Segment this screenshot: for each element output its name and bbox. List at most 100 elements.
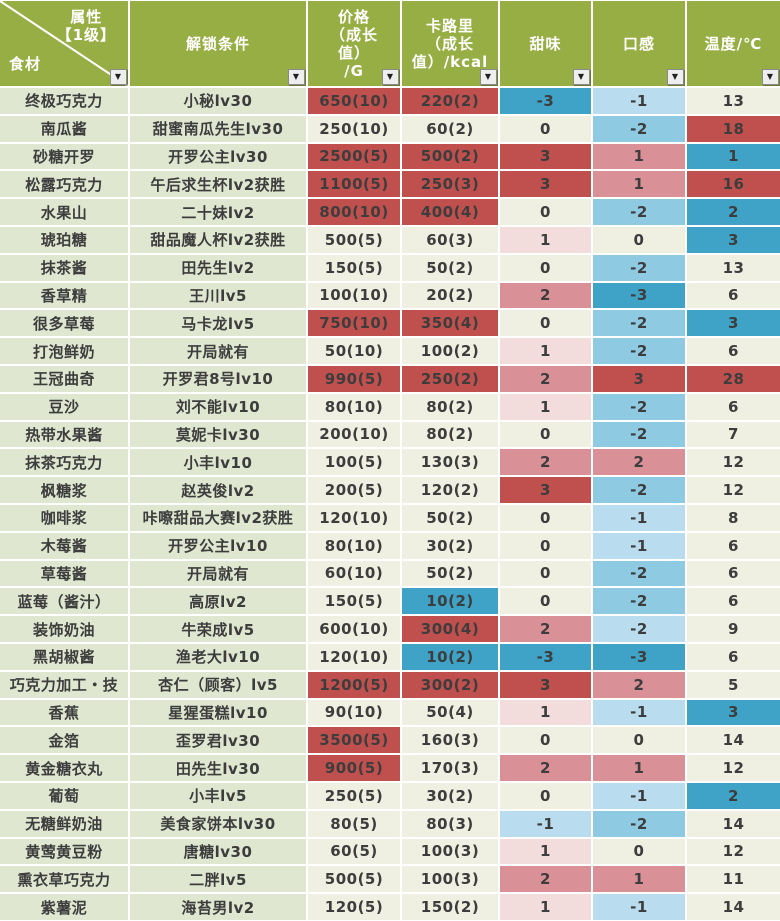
unlock-cell[interactable]: 开局就有 bbox=[130, 338, 306, 364]
calorie-cell[interactable]: 10(2) bbox=[402, 643, 498, 670]
price-cell[interactable]: 80(10) bbox=[308, 393, 400, 420]
sweetness-cell[interactable]: 1 bbox=[500, 226, 591, 253]
ingredient-cell[interactable]: 无糖鲜奶油 bbox=[0, 810, 128, 837]
price-cell[interactable]: 1100(5) bbox=[308, 171, 400, 198]
unlock-cell[interactable]: 开罗公主lv10 bbox=[130, 532, 306, 559]
price-cell[interactable]: 150(5) bbox=[308, 588, 400, 615]
calorie-cell[interactable]: 80(2) bbox=[402, 393, 498, 420]
calorie-cell[interactable]: 100(2) bbox=[402, 338, 498, 364]
calorie-cell[interactable]: 50(2) bbox=[402, 254, 498, 281]
calorie-cell[interactable]: 100(3) bbox=[402, 866, 498, 893]
price-cell[interactable]: 120(5) bbox=[308, 894, 400, 920]
sweetness-cell[interactable]: 3 bbox=[500, 671, 591, 698]
price-cell[interactable]: 800(10) bbox=[308, 199, 400, 225]
price-cell[interactable]: 200(10) bbox=[308, 421, 400, 448]
unlock-cell[interactable]: 二十妹lv2 bbox=[130, 199, 306, 225]
calorie-cell[interactable]: 30(2) bbox=[402, 782, 498, 809]
ingredient-cell[interactable]: 打泡鲜奶 bbox=[0, 338, 128, 364]
temperature-cell[interactable]: 6 bbox=[687, 338, 780, 364]
texture-cell[interactable]: 1 bbox=[593, 171, 685, 198]
header-sweetness[interactable]: 甜味 ▼ bbox=[500, 1, 591, 86]
price-cell[interactable]: 650(10) bbox=[308, 88, 400, 114]
texture-cell[interactable]: 3 bbox=[593, 365, 685, 392]
temperature-cell[interactable]: 6 bbox=[687, 643, 780, 670]
header-texture[interactable]: 口感 ▼ bbox=[593, 1, 685, 86]
price-cell[interactable]: 60(10) bbox=[308, 560, 400, 587]
texture-cell[interactable]: -2 bbox=[593, 310, 685, 337]
temperature-cell[interactable]: 14 bbox=[687, 894, 780, 920]
temperature-cell[interactable]: 9 bbox=[687, 616, 780, 642]
texture-cell[interactable]: -2 bbox=[593, 421, 685, 448]
ingredient-cell[interactable]: 终极巧克力 bbox=[0, 88, 128, 114]
temperature-cell[interactable]: 14 bbox=[687, 727, 780, 754]
temperature-cell[interactable]: 12 bbox=[687, 838, 780, 865]
unlock-cell[interactable]: 甜品魔人杯lv2获胜 bbox=[130, 226, 306, 253]
temperature-cell[interactable]: 2 bbox=[687, 199, 780, 225]
texture-cell[interactable]: -2 bbox=[593, 588, 685, 615]
price-cell[interactable]: 200(5) bbox=[308, 477, 400, 503]
unlock-cell[interactable]: 咔嚓甜品大赛lv2获胜 bbox=[130, 504, 306, 531]
ingredient-cell[interactable]: 南瓜酱 bbox=[0, 115, 128, 142]
sweetness-cell[interactable]: 3 bbox=[500, 171, 591, 198]
texture-cell[interactable]: -2 bbox=[593, 616, 685, 642]
temperature-cell[interactable]: 5 bbox=[687, 671, 780, 698]
calorie-cell[interactable]: 500(2) bbox=[402, 143, 498, 170]
sweetness-cell[interactable]: -1 bbox=[500, 810, 591, 837]
price-cell[interactable]: 500(5) bbox=[308, 866, 400, 893]
temperature-cell[interactable]: 14 bbox=[687, 810, 780, 837]
calorie-cell[interactable]: 50(4) bbox=[402, 699, 498, 726]
unlock-cell[interactable]: 午后求生杯lv2获胜 bbox=[130, 171, 306, 198]
sweetness-cell[interactable]: 1 bbox=[500, 838, 591, 865]
calorie-cell[interactable]: 150(2) bbox=[402, 894, 498, 920]
sweetness-cell[interactable]: 3 bbox=[500, 477, 591, 503]
price-cell[interactable]: 990(5) bbox=[308, 365, 400, 392]
temperature-cell[interactable]: 3 bbox=[687, 226, 780, 253]
filter-dropdown-icon[interactable]: ▼ bbox=[110, 69, 127, 85]
unlock-cell[interactable]: 田先生lv2 bbox=[130, 254, 306, 281]
price-cell[interactable]: 750(10) bbox=[308, 310, 400, 337]
sweetness-cell[interactable]: 0 bbox=[500, 532, 591, 559]
sweetness-cell[interactable]: 2 bbox=[500, 365, 591, 392]
filter-dropdown-icon[interactable]: ▼ bbox=[288, 69, 305, 85]
ingredient-cell[interactable]: 香蕉 bbox=[0, 699, 128, 726]
sweetness-cell[interactable]: 0 bbox=[500, 199, 591, 225]
sweetness-cell[interactable]: 0 bbox=[500, 727, 591, 754]
unlock-cell[interactable]: 杏仁（顾客）lv5 bbox=[130, 671, 306, 698]
calorie-cell[interactable]: 50(2) bbox=[402, 504, 498, 531]
temperature-cell[interactable]: 12 bbox=[687, 477, 780, 503]
temperature-cell[interactable]: 11 bbox=[687, 866, 780, 893]
price-cell[interactable]: 250(5) bbox=[308, 782, 400, 809]
temperature-cell[interactable]: 6 bbox=[687, 393, 780, 420]
sweetness-cell[interactable]: 0 bbox=[500, 782, 591, 809]
sweetness-cell[interactable]: 1 bbox=[500, 894, 591, 920]
ingredient-cell[interactable]: 木莓酱 bbox=[0, 532, 128, 559]
calorie-cell[interactable]: 60(3) bbox=[402, 226, 498, 253]
ingredient-cell[interactable]: 黄金糖衣丸 bbox=[0, 755, 128, 781]
calorie-cell[interactable]: 160(3) bbox=[402, 727, 498, 754]
ingredient-cell[interactable]: 香草精 bbox=[0, 282, 128, 309]
unlock-cell[interactable]: 王川lv5 bbox=[130, 282, 306, 309]
calorie-cell[interactable]: 400(4) bbox=[402, 199, 498, 225]
texture-cell[interactable]: -1 bbox=[593, 532, 685, 559]
texture-cell[interactable]: -3 bbox=[593, 643, 685, 670]
unlock-cell[interactable]: 美食家饼本lv30 bbox=[130, 810, 306, 837]
price-cell[interactable]: 80(10) bbox=[308, 532, 400, 559]
temperature-cell[interactable]: 16 bbox=[687, 171, 780, 198]
ingredient-cell[interactable]: 装饰奶油 bbox=[0, 616, 128, 642]
unlock-cell[interactable]: 开罗君8号lv10 bbox=[130, 365, 306, 392]
texture-cell[interactable]: 1 bbox=[593, 755, 685, 781]
calorie-cell[interactable]: 250(2) bbox=[402, 365, 498, 392]
filter-dropdown-icon[interactable]: ▼ bbox=[573, 69, 590, 85]
texture-cell[interactable]: -2 bbox=[593, 477, 685, 503]
temperature-cell[interactable]: 2 bbox=[687, 782, 780, 809]
header-corner-cell[interactable]: 属性 【1级】 食材 ▼ bbox=[0, 1, 128, 86]
temperature-cell[interactable]: 6 bbox=[687, 532, 780, 559]
price-cell[interactable]: 50(10) bbox=[308, 338, 400, 364]
ingredient-cell[interactable]: 熏衣草巧克力 bbox=[0, 866, 128, 893]
sweetness-cell[interactable]: -3 bbox=[500, 88, 591, 114]
sweetness-cell[interactable]: 0 bbox=[500, 588, 591, 615]
price-cell[interactable]: 120(10) bbox=[308, 643, 400, 670]
ingredient-cell[interactable]: 豆沙 bbox=[0, 393, 128, 420]
texture-cell[interactable]: -1 bbox=[593, 699, 685, 726]
unlock-cell[interactable]: 海苔男lv2 bbox=[130, 894, 306, 920]
